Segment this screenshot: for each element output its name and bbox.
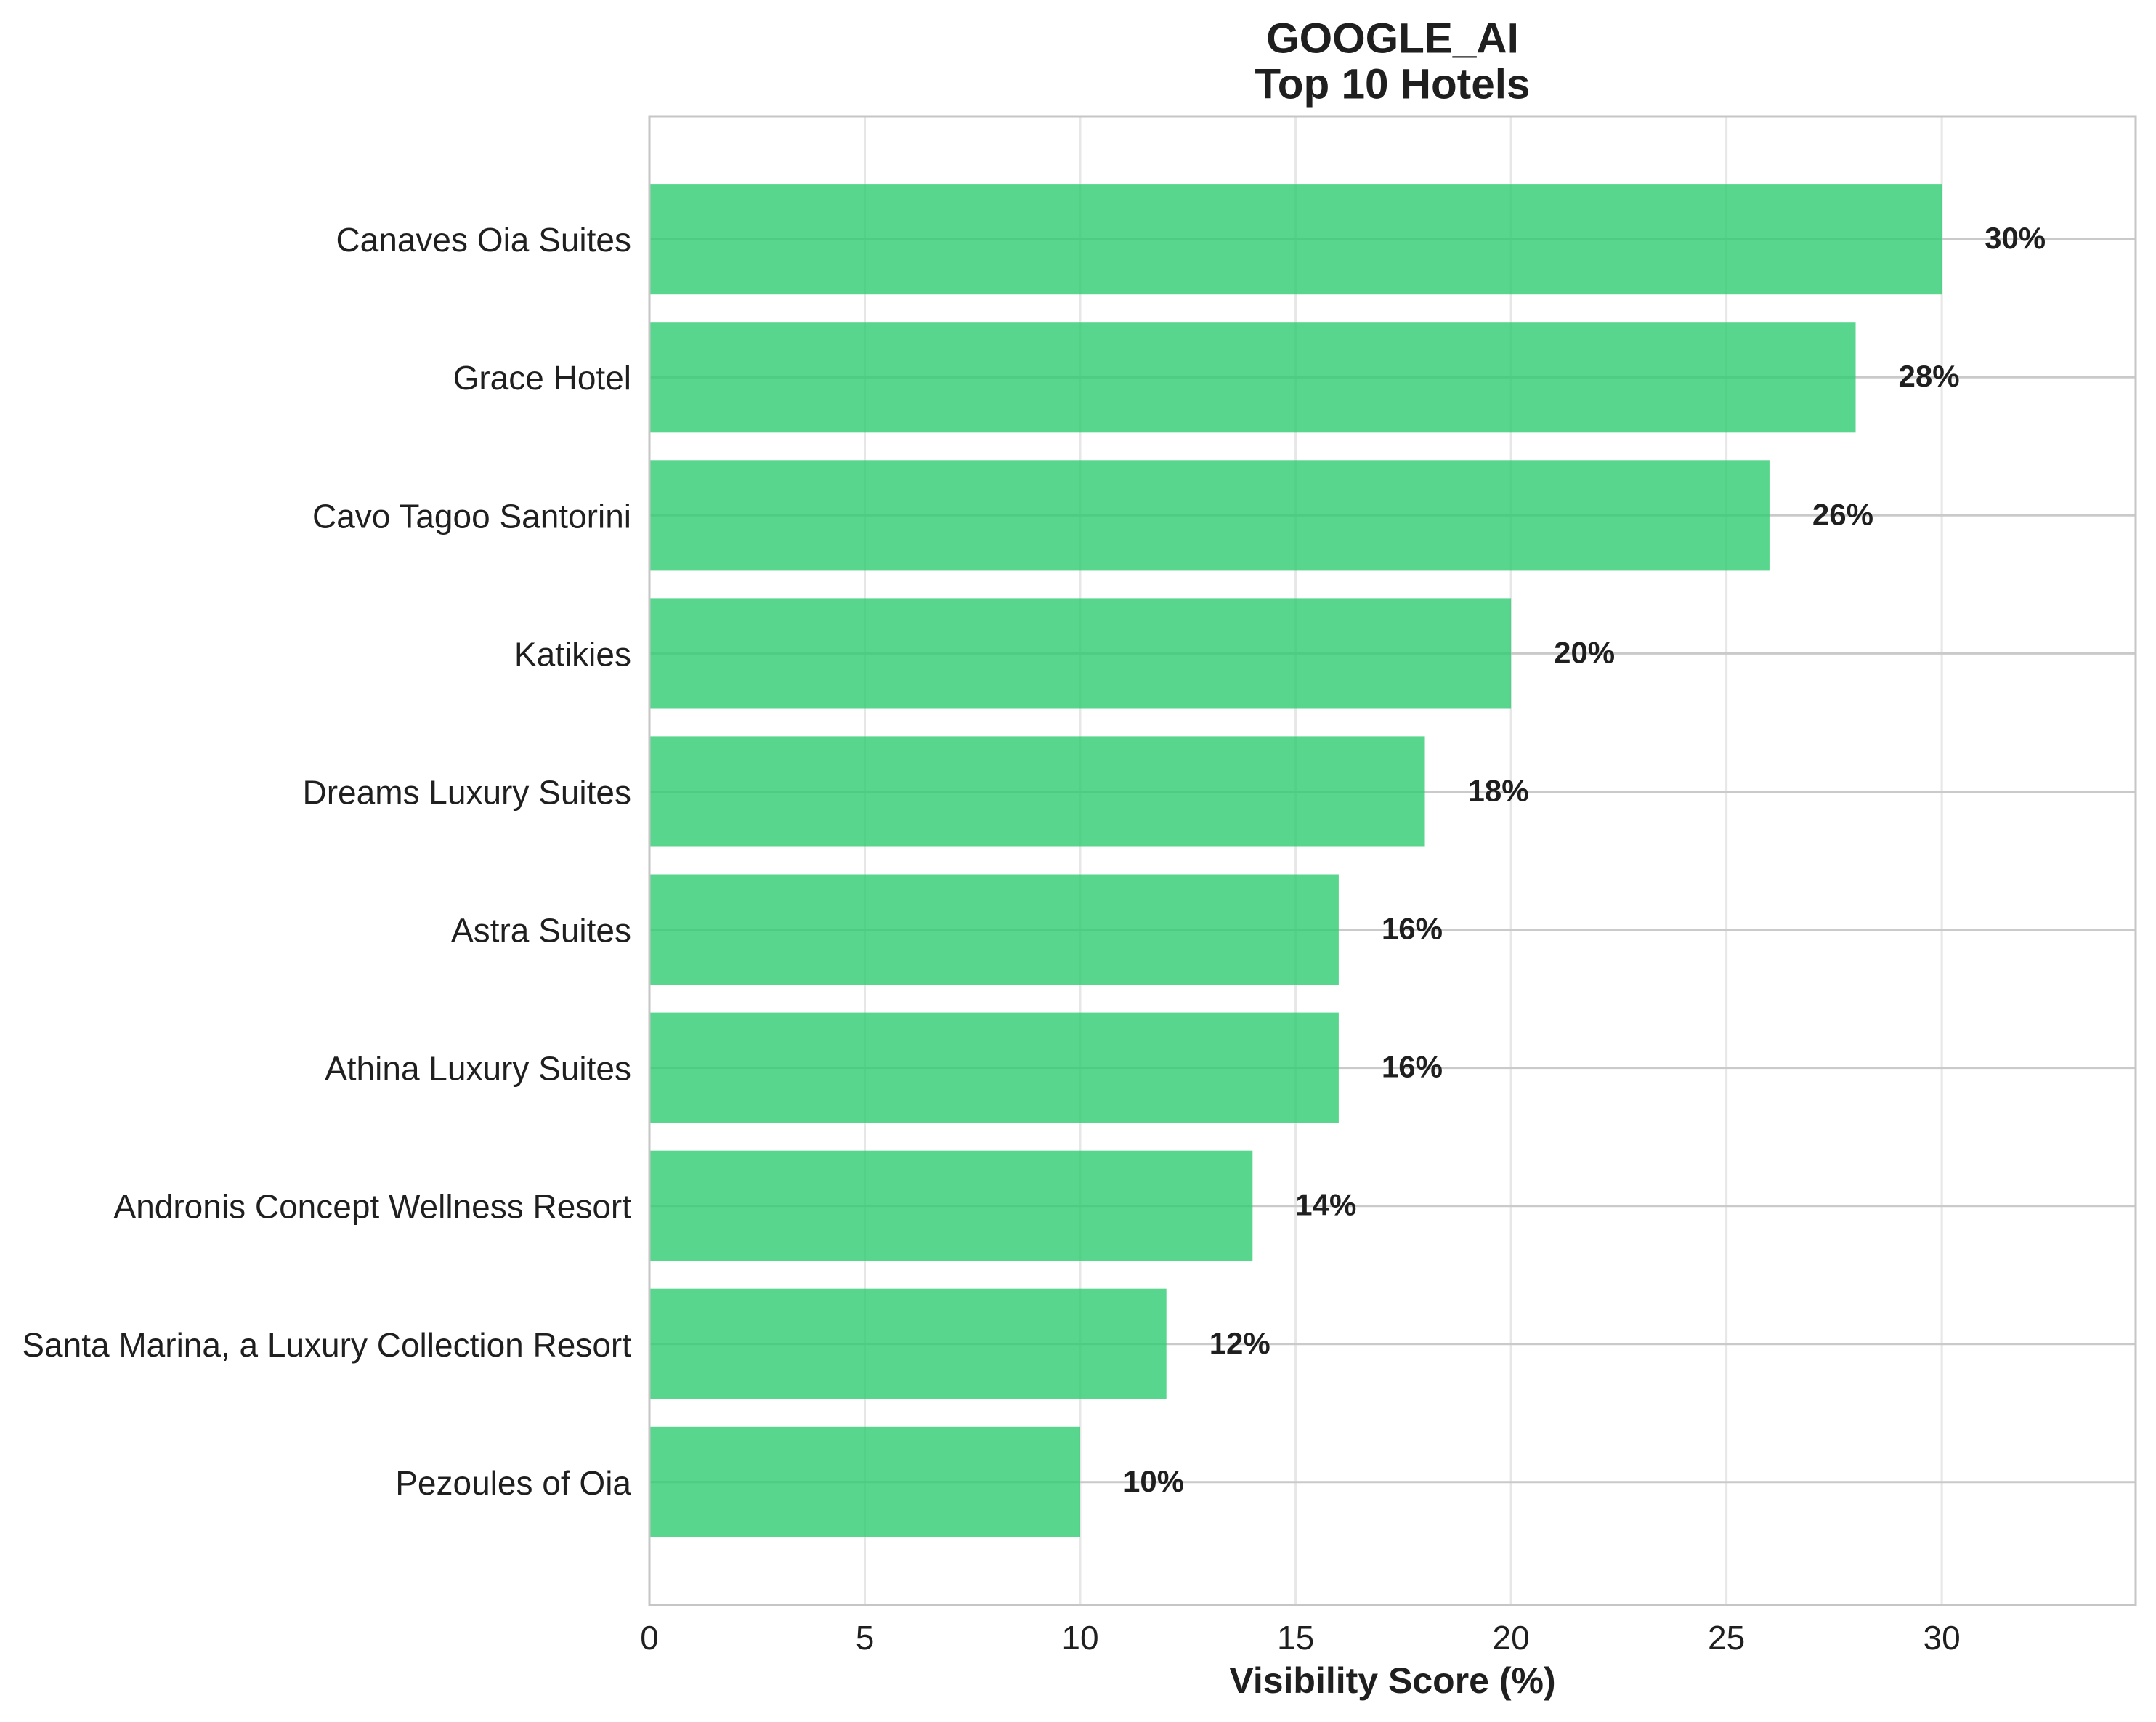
svg-text:Astra Suites: Astra Suites (451, 912, 631, 950)
svg-text:Katikies: Katikies (514, 635, 631, 673)
svg-text:Cavo Tagoo Santorini: Cavo Tagoo Santorini (312, 497, 631, 535)
svg-text:26%: 26% (1812, 497, 1873, 531)
svg-text:Grace Hotel: Grace Hotel (453, 359, 631, 397)
svg-text:Visibility Score (%): Visibility Score (%) (1229, 1660, 1555, 1701)
svg-text:Andronis Concept Wellness Reso: Andronis Concept Wellness Resort (114, 1188, 632, 1226)
svg-text:28%: 28% (1899, 359, 1960, 393)
svg-text:0: 0 (640, 1619, 659, 1657)
svg-text:GOOGLE_AI: GOOGLE_AI (1266, 15, 1519, 62)
svg-text:14%: 14% (1295, 1188, 1356, 1222)
svg-text:10: 10 (1061, 1619, 1098, 1657)
svg-text:Canaves Oia Suites: Canaves Oia Suites (336, 221, 631, 259)
svg-text:5: 5 (856, 1619, 875, 1657)
svg-text:30: 30 (1924, 1619, 1961, 1657)
svg-text:Top 10 Hotels: Top 10 Hotels (1255, 61, 1530, 108)
svg-text:16%: 16% (1382, 912, 1443, 946)
svg-text:20%: 20% (1554, 635, 1615, 669)
svg-text:Santa Marina, a Luxury Collect: Santa Marina, a Luxury Collection Resort (22, 1326, 631, 1364)
svg-text:Athina Luxury Suites: Athina Luxury Suites (325, 1050, 631, 1088)
svg-text:30%: 30% (1985, 221, 2046, 255)
svg-text:12%: 12% (1209, 1326, 1270, 1360)
svg-text:18%: 18% (1468, 774, 1529, 808)
svg-text:20: 20 (1493, 1619, 1530, 1657)
svg-text:15: 15 (1277, 1619, 1314, 1657)
svg-text:10%: 10% (1123, 1464, 1184, 1498)
svg-text:16%: 16% (1382, 1050, 1443, 1084)
svg-text:Dreams Luxury Suites: Dreams Luxury Suites (303, 774, 632, 812)
svg-text:25: 25 (1708, 1619, 1745, 1657)
svg-text:Pezoules of Oia: Pezoules of Oia (395, 1464, 631, 1502)
